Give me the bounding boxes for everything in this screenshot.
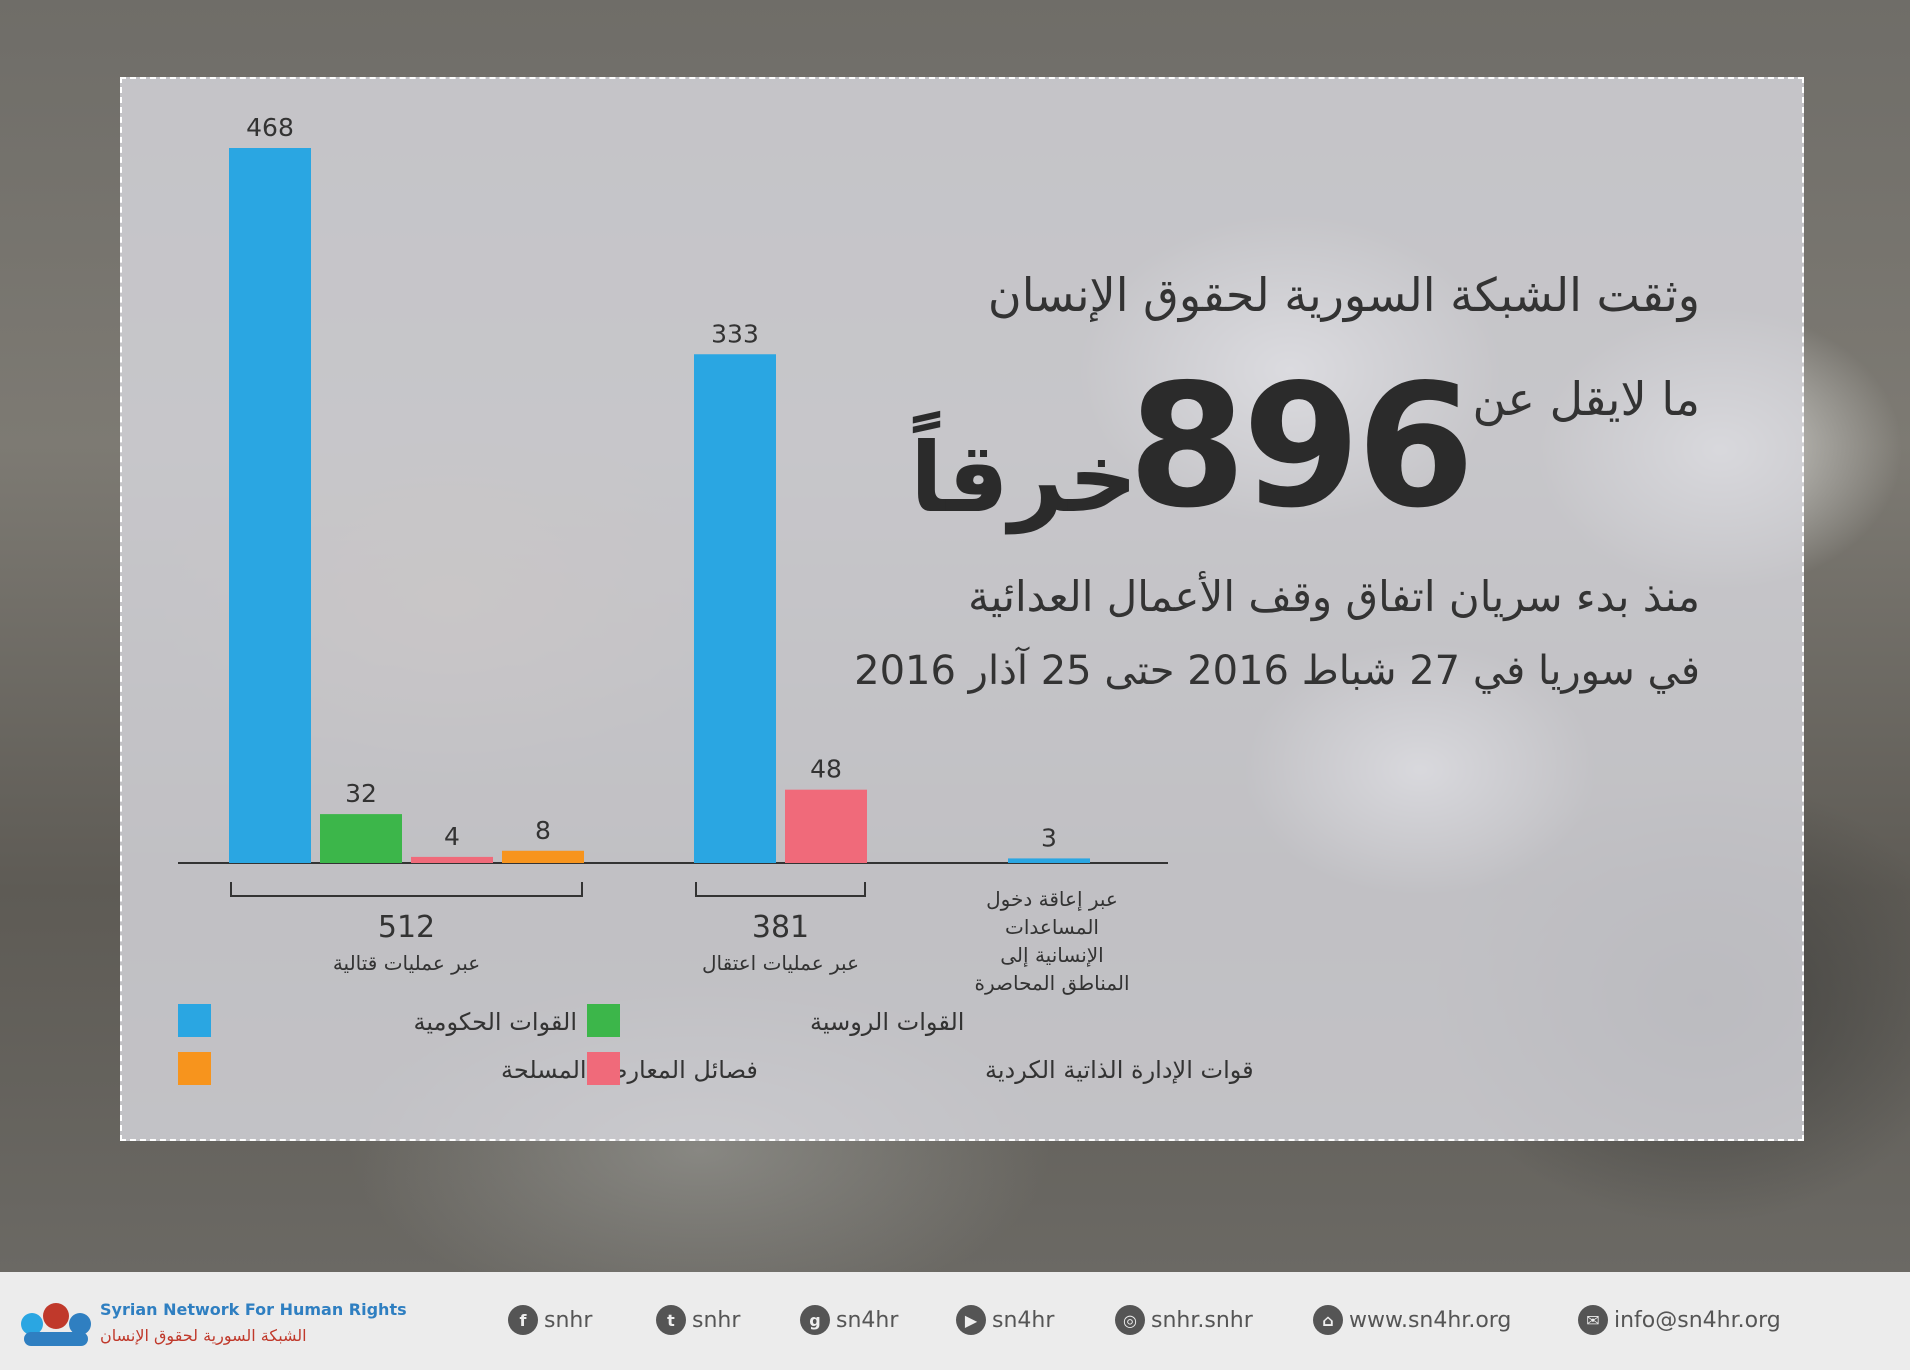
twitter-icon: t: [656, 1305, 686, 1335]
snhr-logo-icon: [21, 1303, 91, 1346]
bar-value-label: 333: [711, 319, 759, 348]
bar-0-0: [229, 148, 311, 863]
group-bracket: [695, 882, 866, 897]
bar-value-label: 3: [1041, 823, 1057, 852]
bar-value-label: 48: [810, 755, 842, 784]
social-link-text: sn4hr: [836, 1307, 899, 1333]
social-link-googleplus[interactable]: g sn4hr: [800, 1302, 898, 1338]
legend-swatch: [587, 1004, 620, 1037]
home-icon: ⌂: [1313, 1305, 1343, 1335]
total-violations-word: خرقاً: [910, 422, 1138, 534]
social-link-text: info@sn4hr.org: [1614, 1307, 1781, 1333]
group-total: 381: [752, 910, 809, 945]
group-label: عبر إعاقة دخول: [986, 887, 1118, 912]
bar-value-label: 468: [246, 113, 294, 142]
group-label: المناطق المحاصرة: [974, 971, 1129, 995]
email-icon: ✉: [1578, 1305, 1608, 1335]
googleplus-icon: g: [800, 1305, 830, 1335]
legend-label: القوات الروسية: [810, 1008, 964, 1036]
bar-value-label: 32: [345, 779, 377, 808]
legend-swatch: [178, 1004, 211, 1037]
social-link-facebook[interactable]: f snhr: [508, 1302, 592, 1338]
social-link-text: snhr: [544, 1307, 593, 1333]
bar-2-0: [1008, 858, 1090, 863]
group-label: عبر عمليات قتالية: [333, 951, 480, 975]
group-label: عبر عمليات اعتقال: [702, 951, 859, 975]
logo-text-ar: الشبكة السورية لحقوق الإنسان: [100, 1326, 307, 1345]
bar-0-1: [320, 814, 402, 863]
bar-value-label: 4: [444, 822, 460, 851]
infographic-panel: [120, 77, 1804, 1141]
social-link-text: www.sn4hr.org: [1349, 1307, 1512, 1333]
legend-label: فصائل المعارضة المسلحة: [501, 1056, 758, 1084]
headline-line3: منذ بدء سريان اتفاق وقف الأعمال العدائية: [968, 572, 1700, 621]
facebook-icon: f: [508, 1305, 538, 1335]
headline-line2: ما لايقل عن: [1472, 372, 1700, 426]
social-link-youtube[interactable]: ▶ sn4hr: [956, 1302, 1054, 1338]
social-link-twitter[interactable]: t snhr: [656, 1302, 740, 1338]
youtube-icon: ▶: [956, 1305, 986, 1335]
social-link-text: snhr: [692, 1307, 741, 1333]
group-bracket: [230, 882, 583, 897]
instagram-icon: ◎: [1115, 1305, 1145, 1335]
bar-0-3: [502, 850, 584, 863]
social-link-home[interactable]: ⌂ www.sn4hr.org: [1313, 1302, 1511, 1338]
bar-value-label: 8: [535, 816, 551, 845]
bar-0-2: [411, 856, 493, 863]
group-label: المساعدات: [1005, 915, 1099, 939]
headline-line1: وثقت الشبكة السورية لحقوق الإنسان: [987, 268, 1700, 322]
headline-line4: في سوريا في 27 شباط 2016 حتى 25 آذار 201…: [854, 648, 1700, 694]
social-link-text: sn4hr: [992, 1307, 1055, 1333]
footer-bar: Syrian Network For Human Rights الشبكة ا…: [0, 1272, 1910, 1370]
social-link-text: snhr.snhr: [1151, 1307, 1253, 1333]
legend-swatch: [587, 1052, 620, 1085]
social-link-instagram[interactable]: ◎ snhr.snhr: [1115, 1302, 1253, 1338]
legend-label: قوات الإدارة الذاتية الكردية: [985, 1056, 1254, 1084]
social-link-email[interactable]: ✉ info@sn4hr.org: [1578, 1302, 1781, 1338]
legend-label: القوات الحكومية: [414, 1008, 578, 1036]
logo-text-en: Syrian Network For Human Rights: [100, 1300, 407, 1319]
group-total: 512: [378, 910, 435, 945]
total-violations-number: 896: [1128, 348, 1475, 546]
bar-1-0: [694, 354, 776, 863]
bar-1-1: [785, 789, 867, 863]
group-label: الإنسانية إلى: [1000, 943, 1103, 968]
legend-swatch: [178, 1052, 211, 1085]
